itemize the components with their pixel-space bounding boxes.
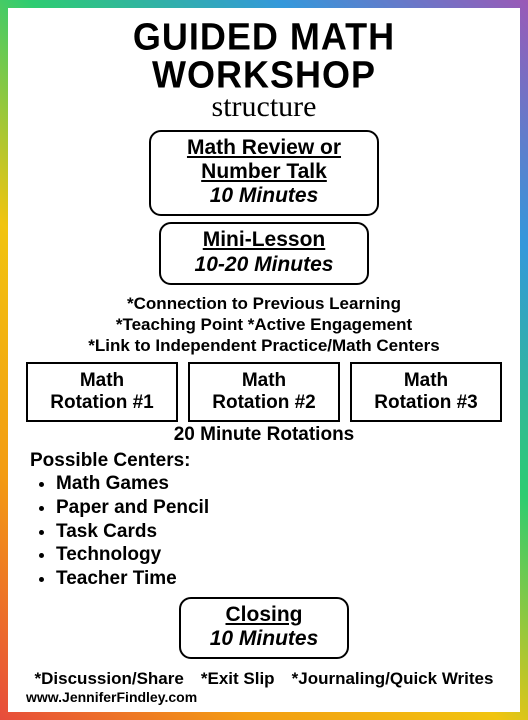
rotation-2-b: Rotation #2: [198, 392, 330, 414]
review-block: Math Review or Number Talk 10 Minutes: [149, 130, 379, 216]
closing-label: Closing: [195, 603, 333, 627]
rotation-1: Math Rotation #1: [26, 362, 178, 422]
main-title: GUIDED MATH WORKSHOP: [26, 18, 502, 94]
rotation-time: 20 Minute Rotations: [26, 424, 502, 446]
review-label: Math Review or Number Talk: [165, 136, 363, 184]
centers-heading: Possible Centers:: [30, 450, 502, 472]
review-time: 10 Minutes: [165, 184, 363, 208]
footer-url: www.JenniferFindley.com: [26, 689, 502, 705]
rotation-3-a: Math: [360, 370, 492, 392]
rotation-3-b: Rotation #3: [360, 392, 492, 414]
rotations-row: Math Rotation #1 Math Rotation #2 Math R…: [26, 362, 502, 422]
rotation-1-b: Rotation #1: [36, 392, 168, 414]
center-item-3: Task Cards: [56, 520, 502, 544]
note-line-3: *Link to Independent Practice/Math Cente…: [26, 335, 502, 356]
center-item-4: Technology: [56, 543, 502, 567]
closing-block: Closing 10 Minutes: [179, 597, 349, 659]
closing-note-1: *Discussion/Share: [35, 669, 184, 689]
rotation-2-a: Math: [198, 370, 330, 392]
note-line-1: *Connection to Previous Learning: [26, 293, 502, 314]
minilesson-block: Mini-Lesson 10-20 Minutes: [159, 222, 369, 284]
rotation-1-a: Math: [36, 370, 168, 392]
minilesson-label: Mini-Lesson: [175, 228, 353, 252]
rotation-3: Math Rotation #3: [350, 362, 502, 422]
note-line-2: *Teaching Point *Active Engagement: [26, 314, 502, 335]
centers-list: Math Games Paper and Pencil Task Cards T…: [56, 472, 502, 591]
center-item-1: Math Games: [56, 472, 502, 496]
closing-notes: *Discussion/Share *Exit Slip *Journaling…: [26, 669, 502, 689]
closing-note-3: *Journaling/Quick Writes: [292, 669, 494, 689]
center-item-2: Paper and Pencil: [56, 496, 502, 520]
closing-note-2: *Exit Slip: [201, 669, 275, 689]
rotation-2: Math Rotation #2: [188, 362, 340, 422]
lesson-notes: *Connection to Previous Learning *Teachi…: [26, 293, 502, 357]
minilesson-time: 10-20 Minutes: [175, 253, 353, 277]
closing-time: 10 Minutes: [195, 627, 333, 651]
page: GUIDED MATH WORKSHOP structure Math Revi…: [8, 8, 520, 712]
center-item-5: Teacher Time: [56, 567, 502, 591]
